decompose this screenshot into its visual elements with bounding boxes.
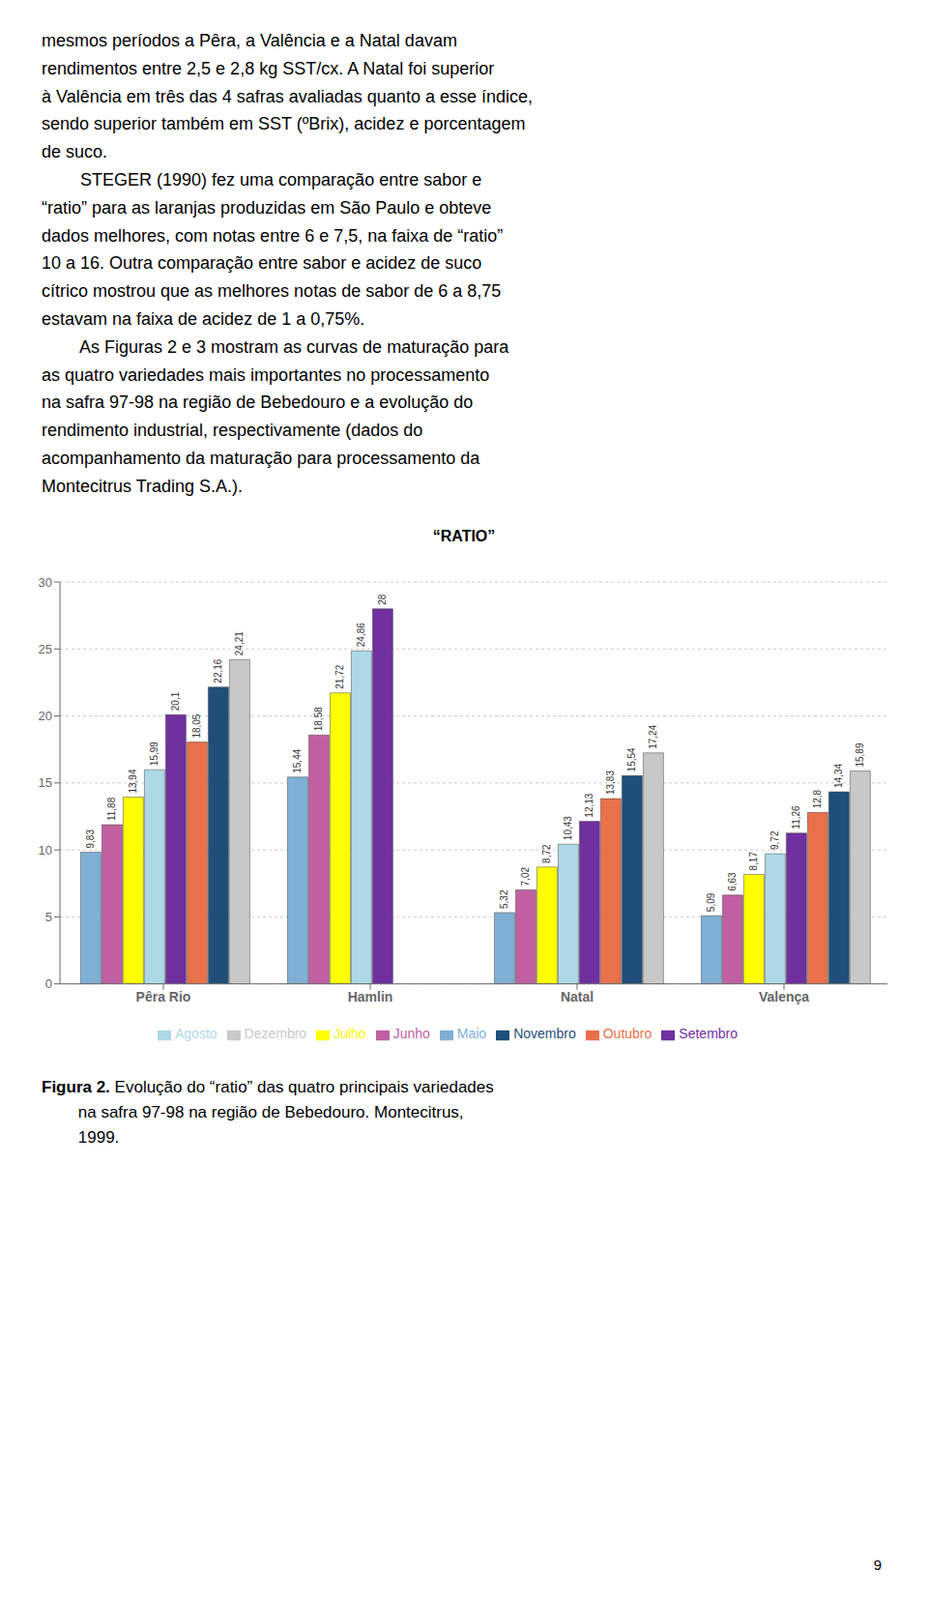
svg-text:8,17: 8,17 [748, 850, 759, 870]
svg-text:11,88: 11,88 [106, 796, 117, 821]
html-text:Figura 2. Evolução do “ratio”: Figura 2. Evolução do “ratio” das quatro… [41, 1077, 494, 1147]
svg-text:15: 15 [38, 775, 53, 790]
svg-text:5,32: 5,32 [498, 889, 510, 909]
svg-text:15,54: 15,54 [626, 746, 638, 771]
svg-text:12,13: 12,13 [583, 792, 595, 817]
svg-text:9,72: 9,72 [769, 830, 781, 850]
svg-text:9,83: 9,83 [85, 828, 96, 848]
svg-text:8,72: 8,72 [541, 843, 552, 864]
svg-text:18,05: 18,05 [191, 713, 203, 738]
svg-text:20,1: 20,1 [170, 691, 181, 711]
svg-text:5: 5 [45, 909, 53, 925]
svg-text:10,43: 10,43 [562, 814, 574, 840]
svg-text:30: 30 [38, 574, 53, 589]
html-text:Novembro: Novembro [513, 1025, 576, 1042]
svg-text:28: 28 [377, 593, 388, 606]
svg-text:Pêra Rio: Pêra Rio [136, 987, 192, 1004]
svg-text:20: 20 [38, 708, 53, 724]
svg-text:15,89: 15,89 [854, 742, 866, 767]
html-text:mesmos períodos a Pêra, a Valê: mesmos períodos a Pêra, a Valência e a N… [41, 30, 533, 496]
svg-text:24,21: 24,21 [233, 630, 245, 655]
html-text:9: 9 [873, 1556, 882, 1573]
svg-text:12,8: 12,8 [812, 788, 823, 809]
svg-text:13,83: 13,83 [605, 769, 616, 794]
html-text:Setembro: Setembro [678, 1025, 738, 1042]
svg-text:0: 0 [45, 976, 53, 991]
html-text:Outubro: Outubro [602, 1025, 652, 1042]
html-text:“RATIO”: “RATIO” [432, 527, 496, 544]
svg-text:6,63: 6,63 [726, 870, 738, 891]
svg-text:Valença: Valença [758, 987, 810, 1004]
html-text:Agosto: Agosto [174, 1025, 218, 1042]
svg-text:14,34: 14,34 [833, 762, 844, 787]
svg-text:25: 25 [38, 640, 53, 656]
svg-text:13,94: 13,94 [127, 768, 139, 793]
html-text:Maio: Maio [457, 1025, 487, 1042]
svg-text:22,16: 22,16 [212, 658, 224, 683]
svg-text:11,26: 11,26 [790, 805, 802, 830]
html-text:Junho: Junho [393, 1025, 430, 1042]
svg-text:7,02: 7,02 [520, 866, 531, 886]
svg-text:15,44: 15,44 [291, 748, 303, 773]
svg-text:Hamlin: Hamlin [348, 987, 394, 1004]
svg-text:5,09: 5,09 [705, 892, 717, 912]
svg-text:15,99: 15,99 [148, 740, 160, 765]
svg-text:10: 10 [38, 841, 53, 857]
html-text:Dezembro: Dezembro [244, 1025, 307, 1042]
svg-text:21,72: 21,72 [334, 664, 346, 689]
svg-text:17,24: 17,24 [647, 724, 659, 749]
html-text:Julho: Julho [333, 1025, 366, 1042]
svg-text:18,58: 18,58 [313, 705, 324, 730]
svg-text:24,86: 24,86 [355, 621, 367, 646]
svg-text:Natal: Natal [560, 987, 594, 1004]
